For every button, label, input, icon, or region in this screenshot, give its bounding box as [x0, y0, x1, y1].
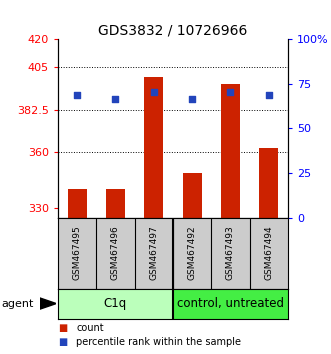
Text: GSM467493: GSM467493: [226, 226, 235, 280]
Text: GSM467496: GSM467496: [111, 226, 120, 280]
Text: GSM467495: GSM467495: [72, 226, 82, 280]
Bar: [68, 189, 87, 218]
Text: ■: ■: [58, 337, 67, 348]
Bar: [259, 148, 278, 218]
Text: GSM467492: GSM467492: [188, 226, 197, 280]
Bar: [106, 189, 125, 218]
Point: [151, 89, 157, 95]
Bar: [173, 289, 288, 319]
Bar: [182, 172, 202, 218]
Text: percentile rank within the sample: percentile rank within the sample: [76, 337, 241, 348]
Title: GDS3832 / 10726966: GDS3832 / 10726966: [98, 24, 248, 38]
Text: agent: agent: [2, 298, 34, 309]
Text: ■: ■: [58, 322, 67, 332]
Text: control, untreated: control, untreated: [177, 297, 284, 310]
Bar: [144, 76, 164, 218]
Bar: [221, 84, 240, 218]
Text: count: count: [76, 322, 104, 332]
Text: C1q: C1q: [104, 297, 127, 310]
Text: GSM467497: GSM467497: [149, 226, 158, 280]
Bar: [58, 289, 173, 319]
Text: GSM467494: GSM467494: [264, 226, 273, 280]
Point: [74, 92, 80, 98]
Point: [113, 96, 118, 102]
Polygon shape: [40, 298, 56, 309]
Point: [266, 92, 271, 98]
Point: [228, 89, 233, 95]
Point: [189, 96, 195, 102]
